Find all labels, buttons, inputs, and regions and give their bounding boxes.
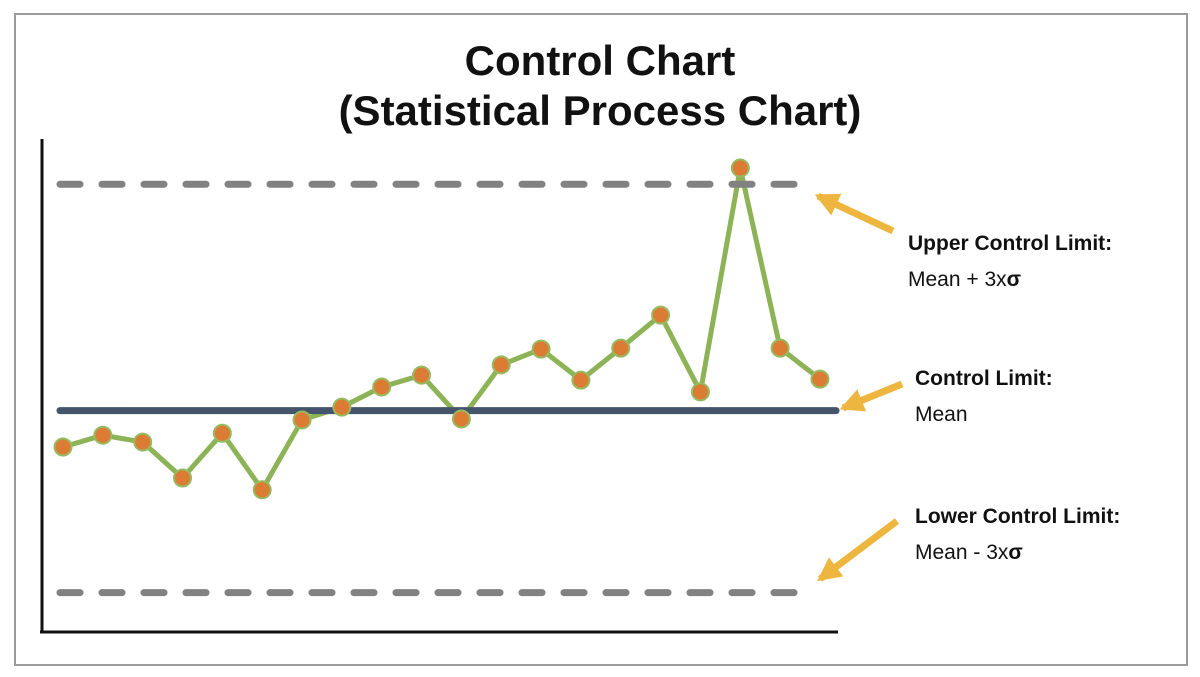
- data-point: [93, 425, 113, 445]
- data-point: [491, 355, 511, 375]
- data-point: [212, 423, 232, 443]
- formula-text: Mean + 3x: [908, 268, 1007, 291]
- data-point: [133, 432, 153, 452]
- sigma-symbol: σ: [1006, 268, 1022, 291]
- formula-text: Mean - 3x: [915, 541, 1009, 564]
- data-point: [451, 409, 471, 429]
- chart-title: Control Chart (Statistical Process Chart…: [0, 36, 1200, 136]
- data-point: [412, 365, 432, 385]
- lower-control-limit-annotation: Lower Control Limit: Mean - 3xσ: [915, 499, 1120, 571]
- lower-control-limit-arrow: [817, 518, 900, 582]
- upper-control-limit-label: Upper Control Limit:: [908, 232, 1113, 255]
- formula-text: Mean: [915, 403, 968, 426]
- data-point: [810, 369, 830, 389]
- data-point: [730, 158, 750, 178]
- upper-control-limit-formula: Mean + 3xσ: [908, 262, 1112, 298]
- mean-label: Control Limit:: [915, 367, 1053, 390]
- data-point: [611, 338, 631, 358]
- sigma-symbol: σ: [1008, 541, 1023, 564]
- lower-control-limit-label: Lower Control Limit:: [915, 505, 1121, 528]
- mean-formula: Mean: [915, 397, 1053, 433]
- data-point: [252, 480, 272, 500]
- data-point: [531, 339, 551, 359]
- process-data-line: [60, 165, 823, 493]
- data-point: [332, 397, 352, 417]
- upper-control-limit-arrow: [814, 192, 895, 235]
- mean-arrow: [839, 380, 904, 412]
- mean-annotation: Control Limit: Mean: [915, 361, 1053, 433]
- data-point: [690, 382, 710, 402]
- data-point: [372, 377, 392, 397]
- data-point: [571, 370, 591, 390]
- chart-title-line1: Control Chart: [464, 37, 736, 84]
- lower-control-limit-formula: Mean - 3xσ: [915, 535, 1120, 571]
- data-point: [651, 305, 671, 325]
- data-point: [770, 338, 790, 358]
- data-point: [292, 410, 312, 430]
- upper-control-limit-annotation: Upper Control Limit: Mean + 3xσ: [908, 226, 1112, 298]
- data-point: [53, 437, 73, 457]
- chart-title-line2: (Statistical Process Chart): [338, 87, 862, 134]
- data-point: [173, 468, 193, 488]
